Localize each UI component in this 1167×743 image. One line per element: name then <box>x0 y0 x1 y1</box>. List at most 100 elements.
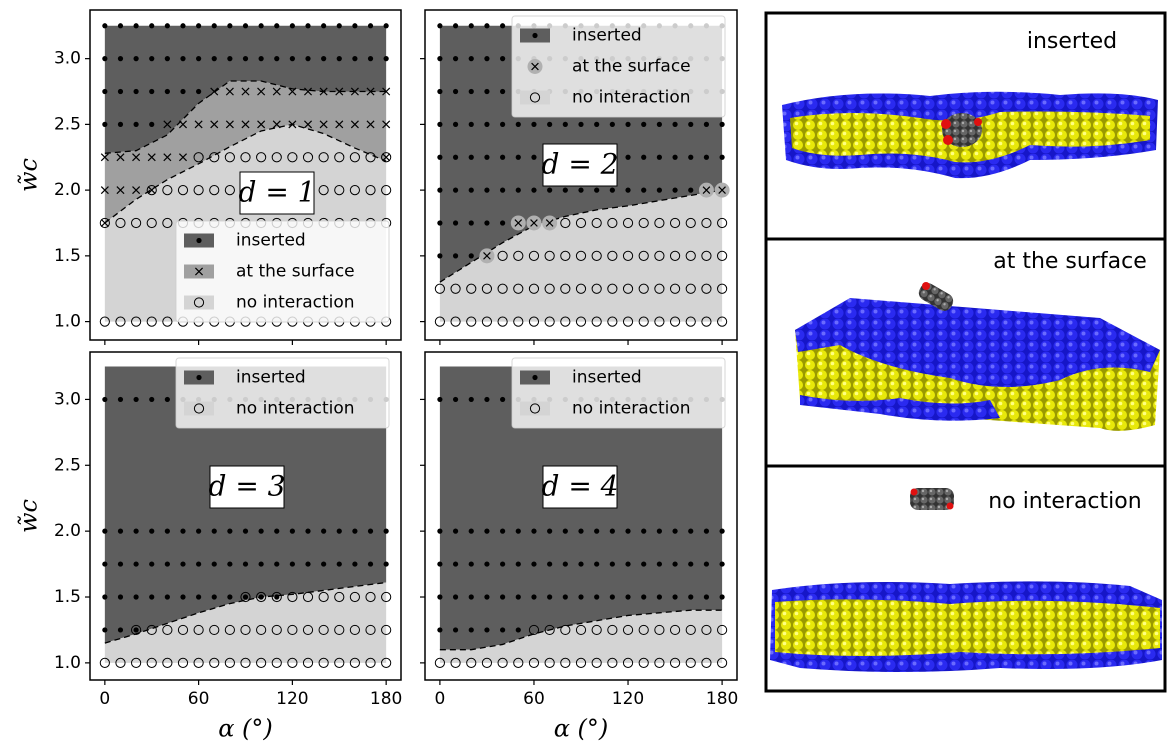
point <box>484 23 489 28</box>
point <box>516 188 521 193</box>
point <box>453 561 458 566</box>
point <box>437 23 442 28</box>
point <box>578 188 583 193</box>
point <box>672 529 677 534</box>
point <box>672 155 677 160</box>
point <box>516 155 521 160</box>
point <box>469 594 474 599</box>
point <box>196 561 201 566</box>
point <box>469 188 474 193</box>
point <box>102 23 107 28</box>
point <box>274 23 279 28</box>
point <box>500 397 505 402</box>
point <box>484 56 489 61</box>
point <box>437 253 442 258</box>
point <box>720 122 725 127</box>
point <box>274 56 279 61</box>
point <box>102 122 107 127</box>
point <box>274 529 279 534</box>
point <box>453 89 458 94</box>
point <box>243 594 248 599</box>
point <box>305 23 310 28</box>
point <box>290 56 295 61</box>
point <box>227 529 232 534</box>
point <box>484 529 489 534</box>
point <box>290 561 295 566</box>
point <box>180 23 185 28</box>
point <box>641 155 646 160</box>
point <box>290 529 295 534</box>
point <box>165 89 170 94</box>
y-tick-label: 2.5 <box>54 114 81 134</box>
point <box>469 253 474 258</box>
point <box>469 529 474 534</box>
point <box>437 397 442 402</box>
point <box>149 594 154 599</box>
y-tick-label: 1.5 <box>54 246 81 266</box>
point <box>516 627 521 632</box>
point <box>134 23 139 28</box>
point <box>337 561 342 566</box>
point <box>180 89 185 94</box>
legend: insertedno interaction <box>176 358 389 428</box>
point <box>453 594 458 599</box>
point <box>531 155 536 160</box>
point <box>531 561 536 566</box>
point <box>563 188 568 193</box>
point <box>134 561 139 566</box>
point <box>102 529 107 534</box>
point <box>625 529 630 534</box>
point <box>594 122 599 127</box>
point <box>134 89 139 94</box>
point <box>384 561 389 566</box>
point <box>243 529 248 534</box>
annotation: d = 3 <box>209 470 286 503</box>
x-tick-label: 0 <box>434 689 445 709</box>
point <box>384 56 389 61</box>
point <box>720 561 725 566</box>
point <box>180 594 185 599</box>
point <box>212 529 217 534</box>
point <box>437 627 442 632</box>
point <box>437 56 442 61</box>
point <box>212 56 217 61</box>
point <box>384 23 389 28</box>
point <box>594 594 599 599</box>
point <box>610 561 615 566</box>
molecule-atom <box>947 503 954 510</box>
point <box>547 188 552 193</box>
point <box>641 561 646 566</box>
point <box>641 122 646 127</box>
x-tick-label: 180 <box>370 689 402 709</box>
point <box>672 594 677 599</box>
snapshot-label: at the surface <box>993 249 1147 274</box>
point <box>212 23 217 28</box>
molecule-atom <box>943 135 953 145</box>
annotation: d = 2 <box>542 148 619 181</box>
point <box>531 122 536 127</box>
point <box>657 594 662 599</box>
legend-label: inserted <box>236 231 306 251</box>
point <box>437 155 442 160</box>
point <box>484 89 489 94</box>
point <box>196 89 201 94</box>
point <box>578 594 583 599</box>
point <box>610 594 615 599</box>
point <box>657 155 662 160</box>
x-tick-label: 60 <box>523 689 545 709</box>
point <box>578 529 583 534</box>
point <box>453 122 458 127</box>
x-axis-label: α (°) <box>218 715 273 743</box>
point <box>578 122 583 127</box>
y-tick-label: 3.0 <box>54 49 81 69</box>
point <box>720 155 725 160</box>
point <box>437 594 442 599</box>
point <box>227 594 232 599</box>
point <box>259 594 264 599</box>
point <box>337 23 342 28</box>
point <box>165 56 170 61</box>
point <box>704 155 709 160</box>
point <box>500 155 505 160</box>
point <box>149 561 154 566</box>
